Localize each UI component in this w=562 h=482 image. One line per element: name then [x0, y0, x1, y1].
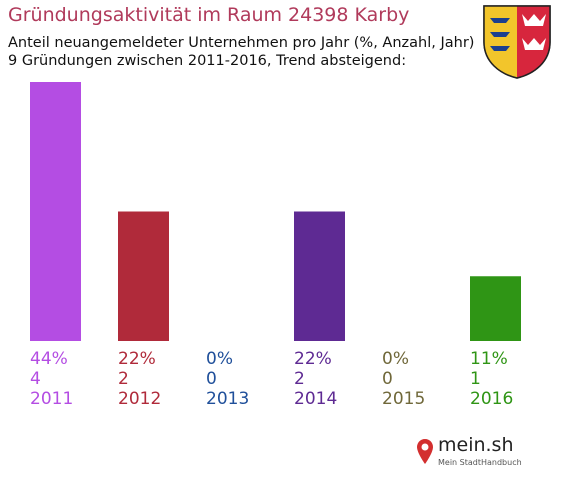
brand-footer[interactable]: mein.sh Mein StadtHandbuch — [416, 432, 526, 476]
subtitle-line-2: 9 Gründungen zwischen 2011-2016, Trend a… — [8, 53, 407, 69]
bar-2012 — [118, 211, 169, 341]
page-title: Gründungsaktivität im Raum 24398 Karby — [8, 4, 410, 26]
percent-label-2012: 22% — [118, 349, 156, 369]
percent-label-2015: 0% — [382, 349, 409, 369]
bar-2014 — [294, 211, 345, 341]
count-label-2016: 1 — [470, 369, 481, 389]
map-pin-logo-icon — [417, 439, 433, 464]
year-label-2016: 2016 — [470, 389, 513, 409]
percent-label-2014: 22% — [294, 349, 332, 369]
percent-label-2013: 0% — [206, 349, 233, 369]
year-label-2012: 2012 — [118, 389, 161, 409]
count-label-2011: 4 — [30, 369, 41, 389]
year-label-2011: 2011 — [30, 389, 73, 409]
count-label-2015: 0 — [382, 369, 393, 389]
percent-label-2016: 11% — [470, 349, 508, 369]
bar-2016 — [470, 276, 521, 341]
brand-tagline: Mein StadtHandbuch — [438, 458, 522, 467]
brand-name: mein.sh — [438, 434, 514, 456]
count-label-2012: 2 — [118, 369, 129, 389]
chart-subtitle: Anteil neuangemeldeter Unternehmen pro J… — [8, 34, 474, 70]
year-label-2014: 2014 — [294, 389, 337, 409]
count-label-2014: 2 — [294, 369, 305, 389]
subtitle-line-1: Anteil neuangemeldeter Unternehmen pro J… — [8, 35, 475, 51]
year-label-2013: 2013 — [206, 389, 249, 409]
percent-label-2011: 44% — [30, 349, 68, 369]
count-label-2013: 0 — [206, 369, 217, 389]
coat-of-arms-icon — [483, 5, 551, 79]
year-label-2015: 2015 — [382, 389, 425, 409]
bar-2011 — [30, 82, 81, 341]
